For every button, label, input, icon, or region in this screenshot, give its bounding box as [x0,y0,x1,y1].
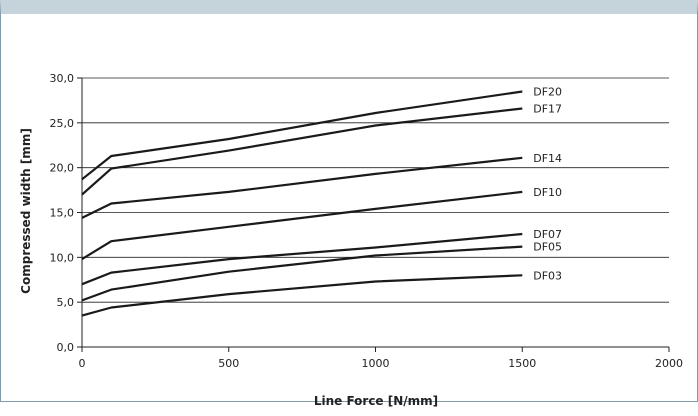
series-label-df17: DF17 [533,102,562,115]
x-tick-label: 2000 [655,357,683,370]
series-label-df14: DF14 [533,152,562,165]
y-tick-label: 20,0 [50,162,75,175]
y-tick-label: 0,0 [57,341,75,354]
series-label-df20: DF20 [533,85,562,98]
axes: 0,0 5,0 10,0 15,0 20,0 25,0 30,0 0 500 1000 1500 20… [50,72,684,370]
series-line-df10 [81,190,523,261]
y-tick-label: 30,0 [50,72,75,85]
series-line-df20 [81,90,523,181]
y-tick-label: 5,0 [57,296,75,309]
series-line-df14 [81,156,523,219]
series-label-df05: DF05 [533,241,562,254]
y-tick-label: 25,0 [50,117,75,130]
series-line-df07 [81,232,523,286]
y-axis-title: Compressed width [mm] [19,128,33,294]
series-label-df07: DF07 [533,228,562,241]
series-label-df10: DF10 [533,186,562,199]
series-line-df05 [81,245,523,302]
series-line-df17 [81,107,523,196]
x-tick-label: 1500 [508,357,536,370]
x-tick-label: 1000 [362,357,390,370]
x-axis-title: Line Force [N/mm] [314,394,438,408]
grid-lines [82,77,669,303]
line-chart: 0,0 5,0 10,0 15,0 20,0 25,0 30,0 0 500 1000 1500 20… [19,72,684,408]
y-tick-label: 15,0 [50,207,75,220]
series-lines [81,90,523,317]
series-line-df03 [81,274,523,317]
x-tick-label: 500 [218,357,239,370]
series-label-df03: DF03 [533,269,562,282]
x-tick-label: 0 [79,357,86,370]
y-tick-label: 10,0 [50,251,75,264]
